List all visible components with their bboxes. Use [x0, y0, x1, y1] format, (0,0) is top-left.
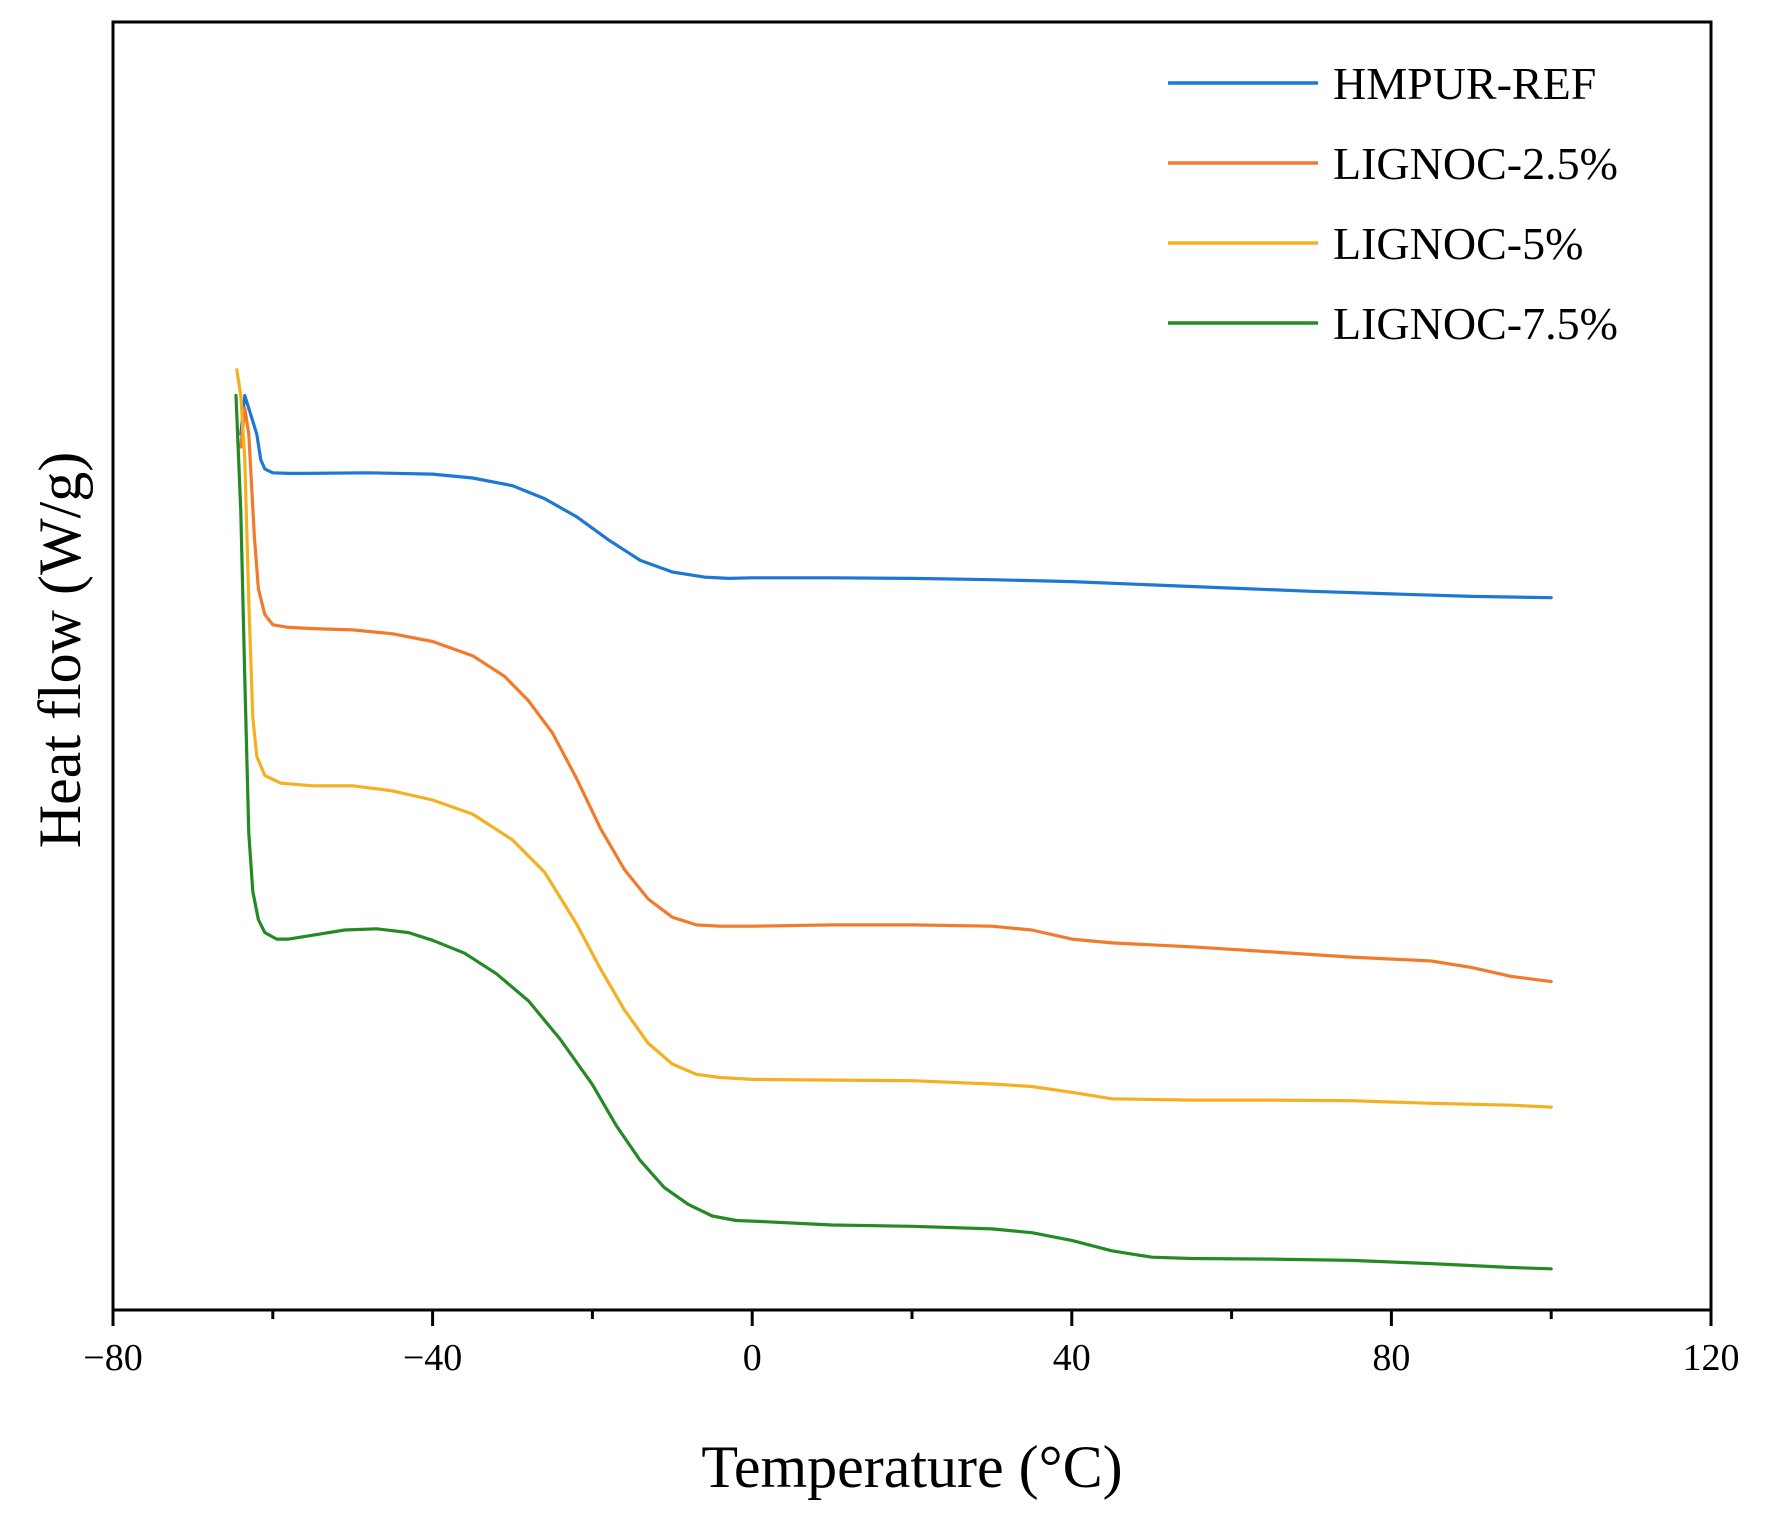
series-line-3 [234, 393, 1553, 1271]
y-axis-title: Heat flow (W/g) [27, 452, 93, 849]
series-layer [234, 368, 1553, 1271]
x-tick-label: −80 [83, 1337, 142, 1379]
series-line-2 [235, 368, 1553, 1109]
legend: HMPUR-REF LIGNOC-2.5% LIGNOC-5% LIGNOC-7.5% [1168, 58, 1618, 349]
series-line-1 [239, 406, 1553, 984]
x-tick-label: 0 [743, 1337, 762, 1379]
legend-label-2: LIGNOC-5% [1333, 218, 1583, 269]
x-axis-tick-labels: −80 −40 0 40 80 120 [83, 1337, 1739, 1379]
legend-label-0: HMPUR-REF [1333, 58, 1596, 109]
x-tick-label: −40 [403, 1337, 462, 1379]
legend-label-1: LIGNOC-2.5% [1333, 138, 1618, 189]
series-line-0 [239, 393, 1553, 600]
x-axis-ticks [111, 1310, 1713, 1326]
plot-frame [111, 20, 1713, 1312]
x-tick-label: 80 [1372, 1337, 1410, 1379]
x-tick-label: 120 [1683, 1337, 1740, 1379]
legend-label-3: LIGNOC-7.5% [1333, 298, 1618, 349]
x-tick-label: 40 [1053, 1337, 1091, 1379]
x-axis-title: Temperature (°C) [701, 1434, 1122, 1500]
